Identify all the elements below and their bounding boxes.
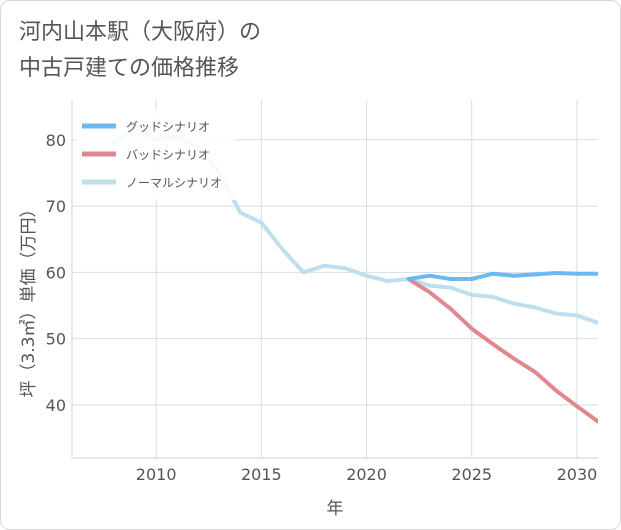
x-tick-label: 2020 [346,465,387,484]
y-axis-title: 坪（3.3㎡）単価（万円） [19,200,39,397]
x-tick-label: 2025 [451,465,492,484]
legend-label-0: グッドシナリオ [126,120,210,134]
y-tick-label: 60 [46,263,66,282]
series-line-1 [406,277,598,424]
legend-label-2: ノーマルシナリオ [126,176,222,190]
y-tick-label: 80 [46,131,66,150]
y-tick-label: 40 [46,396,66,415]
x-tick-label: 2010 [136,465,177,484]
chart-title-line1: 河内山本駅（大阪府）の [19,20,262,45]
legend-label-1: バッドシナリオ [126,148,210,162]
x-axis-title: 年 [327,499,344,519]
series-line-0 [406,271,598,281]
x-tick-label: 2015 [241,465,282,484]
x-tick-label: 2030 [557,465,598,484]
chart-title-line2: 中古戸建ての価格推移 [19,56,240,81]
y-tick-label: 50 [46,330,66,349]
chart-title: 河内山本駅（大阪府）の 中古戸建ての価格推移 [19,15,261,87]
y-tick-label: 70 [46,197,66,216]
axis-labels: 年 坪（3.3㎡）単価（万円） [19,200,344,519]
axes: 2010 2015 2020 2025 2030 40 50 60 70 80 [46,100,598,484]
